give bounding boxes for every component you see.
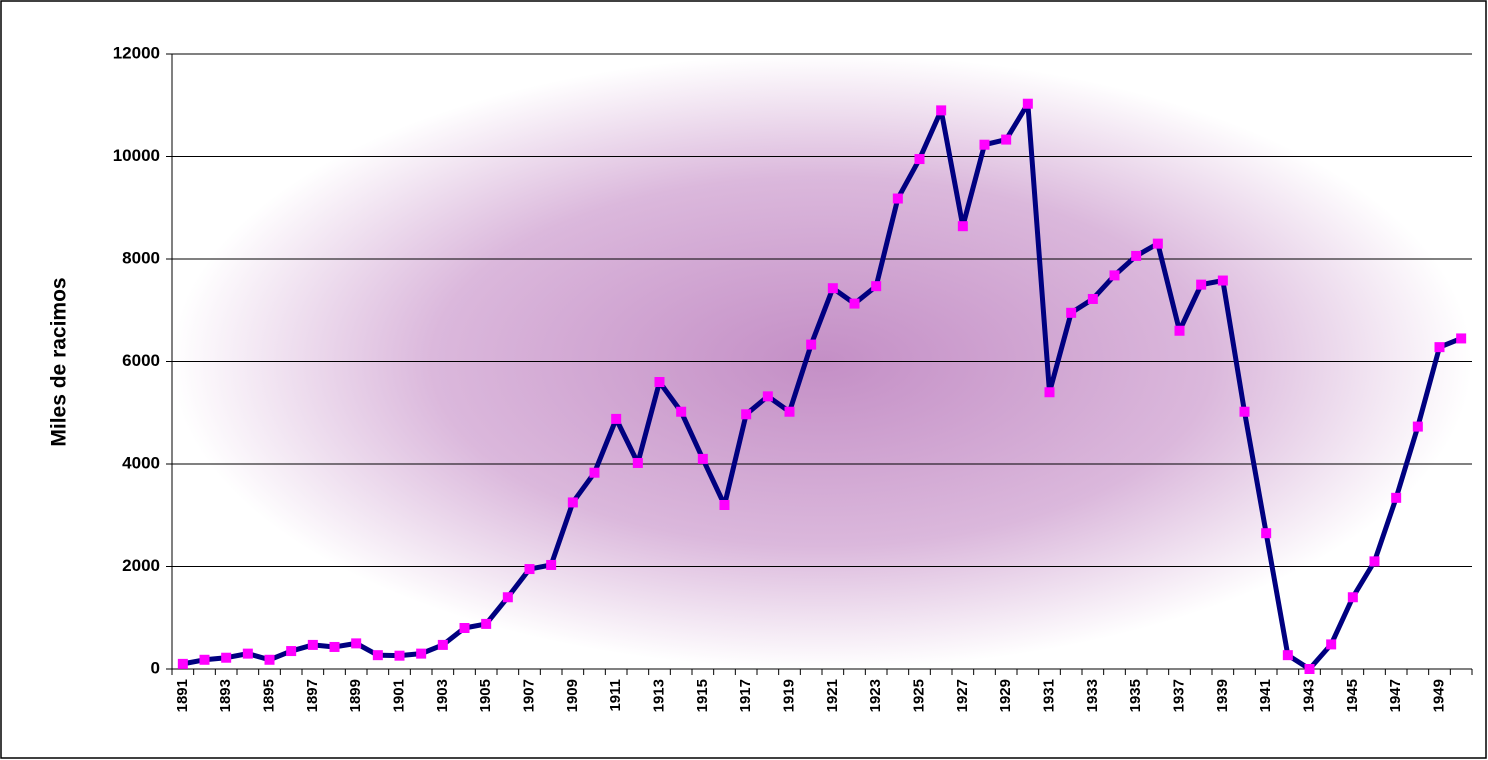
data-marker — [741, 409, 752, 420]
data-marker — [914, 154, 925, 165]
data-marker — [394, 650, 405, 661]
data-marker — [1131, 250, 1142, 261]
x-tick-label: 1929 — [997, 679, 1014, 712]
data-marker — [1174, 325, 1185, 336]
x-tick-label: 1943 — [1300, 679, 1317, 712]
data-marker — [1001, 134, 1012, 145]
data-marker — [806, 339, 817, 350]
data-marker — [979, 139, 990, 150]
x-tick-label: 1895 — [260, 679, 277, 712]
y-tick-label: 8000 — [122, 248, 160, 267]
data-marker — [437, 639, 448, 650]
data-marker — [221, 652, 232, 663]
data-marker — [242, 648, 253, 659]
data-marker — [416, 648, 427, 659]
data-marker — [762, 391, 773, 402]
x-tick-label: 1921 — [824, 679, 841, 712]
data-marker — [1239, 406, 1250, 417]
x-tick-label: 1891 — [174, 679, 191, 712]
data-marker — [567, 497, 578, 508]
data-marker — [849, 298, 860, 309]
data-marker — [1152, 238, 1163, 249]
data-marker — [372, 650, 383, 661]
data-marker — [589, 467, 600, 478]
data-marker — [524, 564, 535, 575]
data-marker — [1217, 275, 1228, 286]
data-marker — [1282, 650, 1293, 661]
y-tick-label: 6000 — [122, 351, 160, 370]
data-marker — [177, 658, 188, 669]
x-tick-label: 1941 — [1257, 679, 1274, 712]
data-marker — [784, 406, 795, 417]
data-marker — [827, 283, 838, 294]
x-tick-label: 1933 — [1084, 679, 1101, 712]
data-marker — [1347, 592, 1358, 603]
data-marker — [1087, 293, 1098, 304]
x-tick-label: 1903 — [434, 679, 451, 712]
data-marker — [632, 457, 643, 468]
data-marker — [459, 623, 470, 633]
x-tick-label: 1899 — [347, 679, 364, 712]
x-tick-label: 1919 — [780, 679, 797, 712]
data-marker — [199, 654, 210, 665]
x-tick-label: 1905 — [477, 679, 494, 712]
x-tick-label: 1931 — [1040, 679, 1057, 712]
y-tick-label: 0 — [151, 658, 160, 677]
data-marker — [264, 654, 275, 665]
data-marker — [611, 413, 622, 424]
x-tick-label: 1913 — [650, 679, 667, 712]
data-marker — [1434, 342, 1445, 353]
x-tick-label: 1917 — [737, 679, 754, 712]
x-tick-label: 1927 — [954, 679, 971, 712]
data-marker — [676, 406, 687, 417]
x-tick-label: 1925 — [910, 679, 927, 712]
data-marker — [936, 105, 947, 116]
x-tick-label: 1935 — [1127, 679, 1144, 712]
data-marker — [307, 639, 318, 650]
x-tick-label: 1947 — [1387, 679, 1404, 712]
x-tick-label: 1893 — [217, 679, 234, 712]
y-tick-label: 10000 — [113, 146, 160, 165]
data-marker — [1412, 421, 1423, 432]
data-marker — [1261, 528, 1272, 539]
y-tick-label: 12000 — [113, 43, 160, 62]
data-marker — [719, 500, 730, 510]
data-marker — [481, 618, 492, 629]
x-tick-label: 1907 — [520, 679, 537, 712]
data-marker — [871, 281, 882, 292]
y-axis-title: Miles de racimos — [48, 277, 71, 446]
x-tick-label: 1945 — [1344, 679, 1361, 712]
x-tick-label: 1937 — [1170, 679, 1187, 712]
y-tick-label: 2000 — [122, 556, 160, 575]
data-marker — [1022, 98, 1033, 109]
data-marker — [697, 453, 708, 464]
x-tick-label: 1901 — [390, 679, 407, 712]
y-tick-label: 4000 — [122, 453, 160, 472]
data-marker — [329, 641, 340, 652]
data-marker — [1369, 556, 1380, 567]
data-marker — [1044, 387, 1055, 398]
data-marker — [1304, 664, 1315, 674]
data-marker — [654, 377, 665, 387]
data-marker — [892, 193, 903, 204]
x-tick-label: 1949 — [1430, 679, 1447, 712]
x-tick-label: 1939 — [1214, 679, 1231, 712]
data-marker — [1456, 333, 1467, 344]
x-tick-label: 1897 — [304, 679, 321, 712]
data-marker — [502, 592, 513, 603]
data-marker — [1326, 639, 1337, 650]
data-marker — [1109, 270, 1120, 281]
data-marker — [286, 646, 297, 657]
data-marker — [1066, 307, 1077, 318]
x-tick-label: 1909 — [564, 679, 581, 712]
x-tick-label: 1923 — [867, 679, 884, 712]
data-marker — [1196, 279, 1207, 290]
data-marker — [546, 559, 557, 570]
data-marker — [351, 638, 362, 649]
data-marker — [957, 221, 968, 232]
x-tick-label: 1915 — [694, 679, 711, 712]
x-tick-label: 1911 — [607, 679, 624, 712]
data-marker — [1391, 492, 1402, 503]
